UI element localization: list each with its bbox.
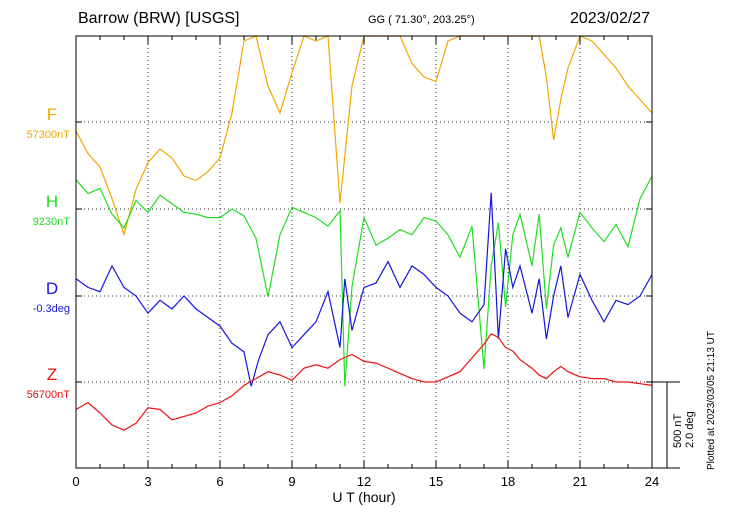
series-layer xyxy=(75,35,653,431)
grid xyxy=(76,36,652,468)
series-h-baseline: 9230nT xyxy=(33,216,71,228)
x-tick-label: 3 xyxy=(144,474,151,489)
x-tick-label: 21 xyxy=(573,474,587,489)
x-tick-label: 6 xyxy=(216,474,223,489)
series-d-baseline: -0.3deg xyxy=(33,303,70,315)
x-tick-label: 18 xyxy=(501,474,515,489)
x-tick-label: 24 xyxy=(645,474,659,489)
series-f-baseline: 57300nT xyxy=(27,129,71,141)
chart-title: Barrow (BRW) [USGS] xyxy=(78,10,240,27)
coordinates-label: GG ( 71.30°, 203.25°) xyxy=(368,14,475,26)
series-h-name: H xyxy=(46,192,58,211)
series-z-line xyxy=(75,333,653,431)
x-axis: 0 3 6 9 12 15 18 21 24 xyxy=(72,35,659,489)
date-label: 2023/02/27 xyxy=(570,10,651,27)
series-h-line xyxy=(75,176,653,387)
x-axis-label: U T (hour) xyxy=(332,489,395,505)
x-tick-label: 0 xyxy=(72,474,79,489)
series-d-line xyxy=(75,192,653,387)
series-f-name: F xyxy=(47,105,57,124)
x-tick-label: 9 xyxy=(288,474,295,489)
series-d-name: D xyxy=(46,279,58,298)
x-tick-label: 12 xyxy=(357,474,371,489)
series-z-baseline: 56700nT xyxy=(27,389,71,401)
series-z-name: Z xyxy=(47,365,57,384)
series-labels: F 57300nT H 9230nT D -0.3deg Z 56700nT xyxy=(27,105,71,401)
x-tick-label: 15 xyxy=(429,474,443,489)
scale-bar xyxy=(652,381,680,469)
